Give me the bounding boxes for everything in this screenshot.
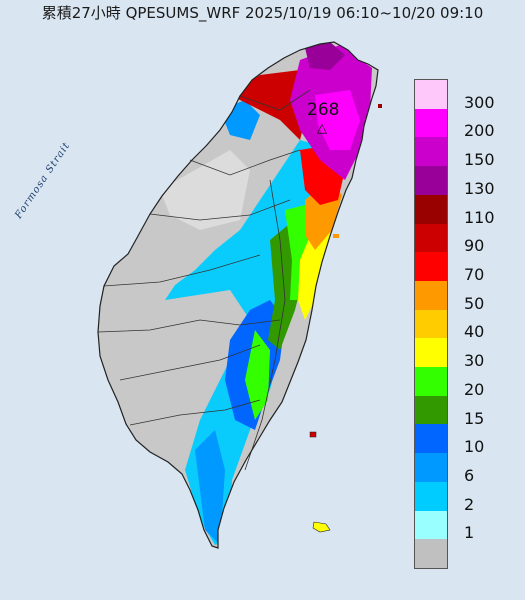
legend-swatch [415, 424, 447, 454]
legend-label: 130 [464, 178, 495, 198]
legend-label: 90 [464, 236, 485, 256]
legend-swatch [415, 395, 447, 425]
legend-label: 110 [464, 207, 495, 227]
legend-swatch [415, 367, 447, 396]
legend-swatch [415, 223, 447, 253]
legend-swatch [415, 539, 447, 568]
legend-swatch [415, 338, 447, 368]
legend-swatch [415, 453, 447, 482]
legend-label: 50 [464, 293, 485, 313]
small-islands [309, 104, 382, 533]
legend-swatch [415, 309, 447, 339]
legend-swatch [415, 108, 447, 138]
legend-label: 6 [464, 465, 475, 485]
county-borders [97, 89, 311, 471]
legend-swatch [415, 166, 447, 195]
legend-label: 1 [464, 523, 475, 543]
legend-swatch [415, 194, 447, 224]
legend-swatch [415, 280, 447, 310]
legend-label: 150 [464, 150, 495, 170]
legend-label: 15 [464, 408, 485, 428]
legend-swatch [415, 481, 447, 511]
map-title: 累積27小時 QPESUMS_WRF 2025/10/19 06:10~10/2… [41, 4, 484, 22]
legend-swatch [415, 80, 447, 109]
legend-label: 40 [464, 322, 485, 342]
legend-label: 70 [464, 265, 485, 285]
max-rainfall-value: 268 [307, 100, 340, 120]
legend-label: 2 [464, 494, 475, 514]
max-rainfall-marker-icon: △ [317, 121, 327, 136]
legend-label: 30 [464, 351, 485, 371]
legend-swatch [415, 252, 447, 281]
rainfall-legend [414, 79, 448, 569]
legend-label: 300 [464, 92, 495, 112]
legend-swatch [415, 137, 447, 167]
legend-label: 20 [464, 379, 485, 399]
legend-label: 200 [464, 121, 495, 141]
legend-swatch [415, 510, 447, 540]
legend-label: 10 [464, 437, 485, 457]
